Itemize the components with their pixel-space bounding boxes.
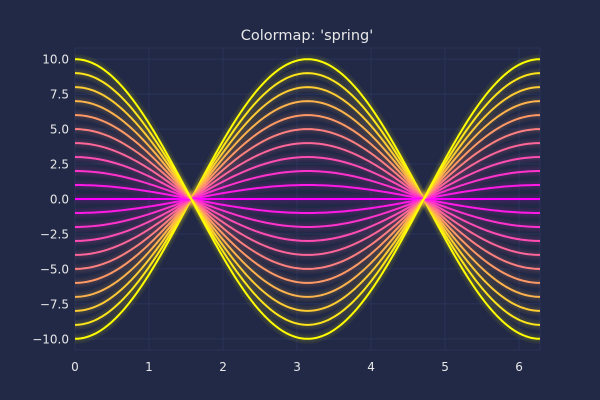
x-tick-label: 6 [515,360,523,374]
series-line [75,184,540,214]
series-line [75,184,540,214]
x-tick-label: 5 [441,360,449,374]
y-tick-label: −2.5 [40,227,69,241]
series-line [75,100,540,298]
y-axis: 10.0 7.5 5.0 2.5 0.0 −2.5 −5.0 −7.5 −10.0 [32,53,69,347]
y-tick-label: 2.5 [50,158,69,172]
y-tick-label: 0.0 [50,193,69,207]
y-tick-label: −10.0 [32,332,69,346]
series-line [75,58,540,340]
series-line [75,72,540,326]
chart-title: Colormap: 'spring' [241,28,373,44]
series-line [75,100,540,298]
y-tick-label: 7.5 [50,88,69,102]
x-tick-label: 4 [367,360,375,374]
series-line [75,156,540,242]
series-line [75,86,540,312]
y-tick-label: 5.0 [50,123,69,137]
x-tick-label: 0 [71,360,79,374]
series-line [75,170,540,228]
x-axis: 0 1 2 3 4 5 6 [71,360,523,374]
series-line [75,142,540,256]
x-tick-label: 1 [145,360,153,374]
series-line [75,156,540,242]
series-line [75,114,540,284]
y-tick-label: 10.0 [42,53,69,67]
series-line [75,170,540,228]
series-line [75,142,540,256]
x-tick-label: 3 [293,360,301,374]
y-tick-label: −5.0 [40,262,69,276]
series-line [75,128,540,270]
series-line [75,72,540,326]
x-tick-label: 2 [219,360,227,374]
series-line [75,128,540,270]
series-line [75,58,540,340]
y-tick-label: −7.5 [40,297,69,311]
series-line [75,86,540,312]
series-group [75,54,540,344]
series-line [75,114,540,284]
